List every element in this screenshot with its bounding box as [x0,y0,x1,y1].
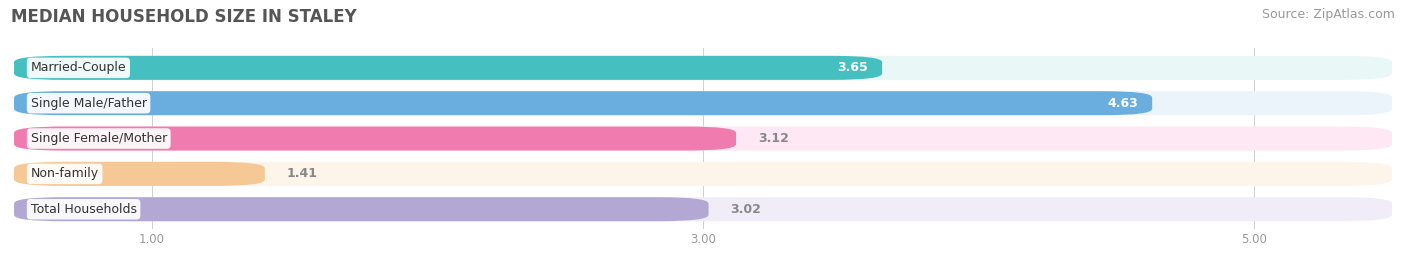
Text: Non-family: Non-family [31,167,98,180]
FancyBboxPatch shape [14,197,1392,221]
FancyBboxPatch shape [14,162,264,186]
Text: 4.63: 4.63 [1108,97,1139,110]
Text: Single Female/Mother: Single Female/Mother [31,132,167,145]
Text: Total Households: Total Households [31,203,136,216]
Text: 3.02: 3.02 [731,203,762,216]
Text: Single Male/Father: Single Male/Father [31,97,146,110]
Text: MEDIAN HOUSEHOLD SIZE IN STALEY: MEDIAN HOUSEHOLD SIZE IN STALEY [11,8,357,26]
FancyBboxPatch shape [14,126,737,151]
FancyBboxPatch shape [14,162,1392,186]
FancyBboxPatch shape [14,126,1392,151]
FancyBboxPatch shape [14,56,1392,80]
Text: 3.12: 3.12 [758,132,789,145]
FancyBboxPatch shape [14,91,1392,115]
FancyBboxPatch shape [14,197,709,221]
Text: 3.65: 3.65 [838,61,869,74]
FancyBboxPatch shape [14,91,1152,115]
FancyBboxPatch shape [14,56,882,80]
Text: Source: ZipAtlas.com: Source: ZipAtlas.com [1261,8,1395,21]
Text: Married-Couple: Married-Couple [31,61,127,74]
Text: 1.41: 1.41 [287,167,318,180]
